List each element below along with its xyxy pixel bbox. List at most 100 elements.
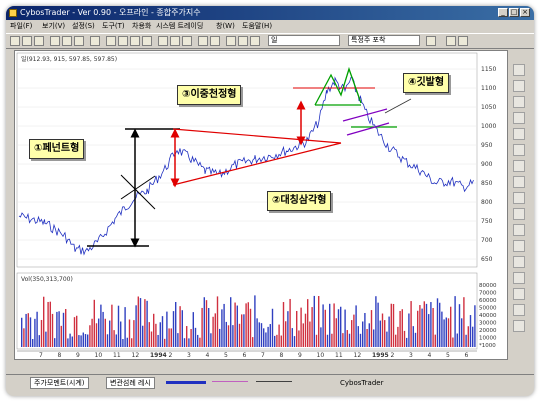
volume-bar [474,305,476,347]
volume-bar [388,316,390,347]
volume-bar [247,302,249,347]
menu-settings[interactable]: 설정(S) [72,22,95,30]
volume-bar [344,309,346,347]
volume-bar [269,324,271,347]
chart-svg: 일(912.93, 915, 597.85, 597.85) 115011001… [16,52,497,359]
volume-bar [155,323,157,347]
menu-view[interactable]: 보기(V) [42,22,66,30]
eraser-tool-icon[interactable] [513,304,525,316]
volume-bar [401,309,403,347]
volume-bar [60,325,62,347]
copy-icon[interactable] [62,36,72,46]
left-arrow-icon[interactable] [198,36,208,46]
volume-bar [309,321,311,347]
save-icon[interactable] [22,36,32,46]
volume-bar [324,309,326,347]
volume-bar [436,298,439,347]
volume-bar [109,320,111,347]
menu-help[interactable]: 도움말(H) [242,22,273,30]
open-icon[interactable] [10,36,20,46]
text-tool-icon[interactable] [513,272,525,284]
print-icon[interactable] [34,36,44,46]
zoom-icon[interactable] [130,36,140,46]
volume-bar [69,333,71,347]
grid-tool-icon[interactable] [513,144,525,156]
grid-icon[interactable] [118,36,128,46]
chart-area[interactable]: 일(912.93, 915, 597.85, 597.85) 1150 1100 1… [14,50,508,360]
volume-bar [311,307,313,347]
period-select[interactable]: 일 [268,35,340,46]
volume-bar [351,320,353,347]
marker-tool-icon[interactable] [513,288,525,300]
calendar-icon[interactable] [226,36,236,46]
undo-icon[interactable] [90,36,100,46]
volume-bar [84,334,87,347]
box-tool-icon[interactable] [513,160,525,172]
search-icon[interactable] [426,36,436,46]
cut-icon[interactable] [50,36,60,46]
arrow-tool-icon[interactable] [513,256,525,268]
volume-bar [307,299,309,347]
fibonacci-tool-icon[interactable] [513,128,525,140]
volume-bar [223,303,225,347]
arc-tool-icon[interactable] [513,192,525,204]
volume-bar [465,334,467,347]
volume-y-tick: 20000 [479,328,497,334]
settings-icon[interactable] [446,36,456,46]
volume-bar [89,325,91,347]
circle-tool-icon[interactable] [513,176,525,188]
x-axis-label: 12 [354,352,362,359]
volume-bar [161,316,164,347]
volume-bar [452,337,454,347]
channel-tool-icon[interactable] [513,112,525,124]
line-style-blue[interactable] [166,381,206,384]
price-y-tick: 800 [481,199,493,206]
maximize-button[interactable]: □ [509,8,519,17]
minimize-button[interactable]: _ [498,8,508,17]
menu-chart[interactable]: 차용화 [132,22,152,30]
volume-bar [221,309,223,347]
pointer-tool-icon[interactable] [513,320,525,332]
volume-bar [177,333,179,347]
volume-bar [153,313,155,347]
hand-icon[interactable] [238,36,248,46]
line-icon[interactable] [142,36,152,46]
menu-window[interactable]: 창(W) [216,22,235,30]
horizontal-tool-icon[interactable] [513,96,525,108]
line-tool-icon[interactable] [513,64,525,76]
volume-bar [133,320,135,347]
fan-tool-icon[interactable] [513,208,525,220]
indicator-select[interactable]: 특정주 포착 [348,35,420,46]
volume-bar [142,325,144,347]
pen-tool-icon[interactable] [513,240,525,252]
close-button[interactable]: × [520,8,530,17]
volume-y-tick: 60000 [479,298,497,304]
line-style-gray[interactable] [256,381,292,382]
volume-y-tick: 10000 [479,336,497,342]
indicator-icon[interactable] [158,36,168,46]
volume-bar [201,307,203,347]
paste-icon[interactable] [74,36,84,46]
menu-tools[interactable]: 도구(T) [102,22,125,30]
line-style-pink[interactable] [212,381,248,382]
menu-system-trading[interactable]: 시스템 트레이딩 [156,22,204,30]
right-arrow-icon[interactable] [210,36,220,46]
refresh-icon[interactable] [458,36,468,46]
tab-chart-2[interactable]: 변관섬례 레시 [106,377,155,389]
volume-bar [434,334,436,347]
volume-bar [71,336,73,347]
x-axis-label: 10 [317,352,325,359]
volume-bar [65,309,67,347]
volume-bar [120,321,122,347]
volume-bar [304,313,307,347]
wave-tool-icon[interactable] [513,224,525,236]
tile-icon[interactable] [170,36,180,46]
crosshair-icon[interactable] [250,36,260,46]
tab-chart-1[interactable]: 주가모멘트(시계) [30,377,89,389]
menu-file[interactable]: 파일(F) [10,22,33,30]
chart-icon[interactable] [106,36,116,46]
cascade-icon[interactable] [182,36,192,46]
trendline-tool-icon[interactable] [513,80,525,92]
drawing-tools-panel [510,50,530,350]
volume-bar [258,322,260,347]
